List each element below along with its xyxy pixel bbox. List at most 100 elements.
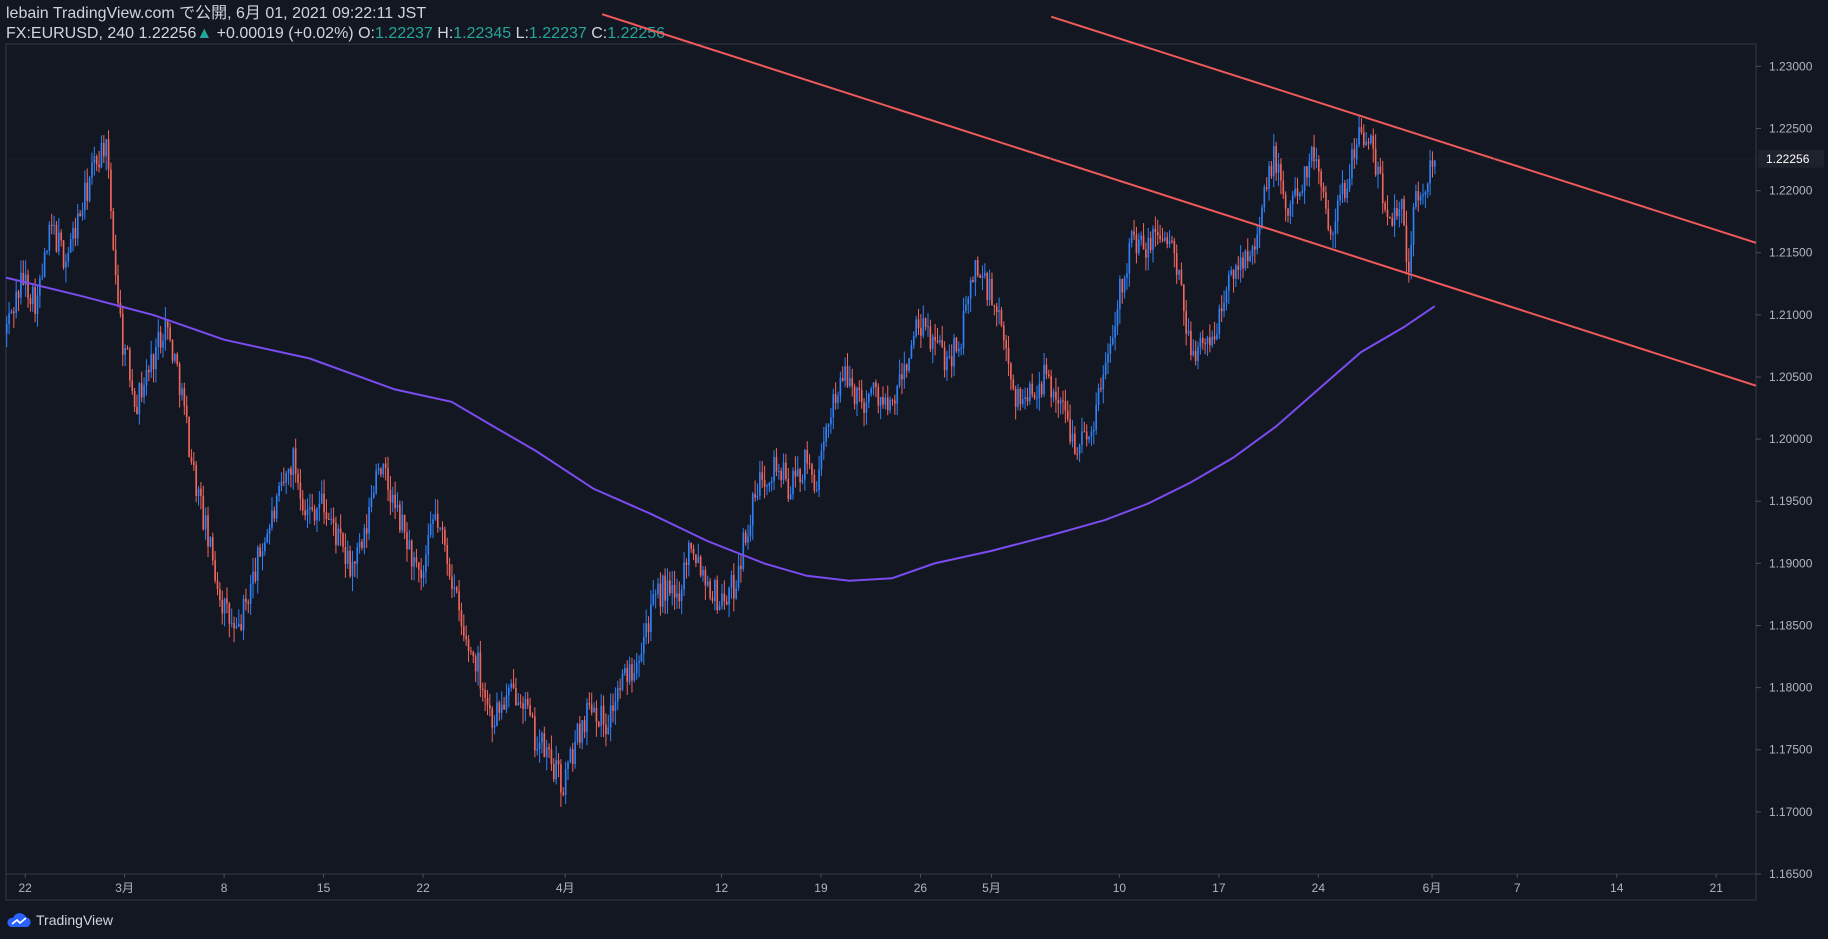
candle-body: [1199, 337, 1202, 347]
candle-body: [410, 540, 413, 567]
price-axis[interactable]: 1.16500 1.17000 1.17500 1.18000 1.18500 1.190…: [6, 59, 1824, 881]
x-tick-label: 6月: [1423, 881, 1442, 895]
x-tick-label: 24: [1312, 881, 1326, 895]
candle-body: [62, 240, 65, 268]
candle-body: [827, 424, 830, 427]
candle-body: [1187, 330, 1190, 334]
candle-body: [1277, 163, 1280, 173]
candle-body: [1282, 180, 1285, 195]
candle-body: [581, 720, 584, 743]
candle-body: [652, 594, 655, 605]
candle-body: [1351, 149, 1353, 179]
candle-body: [391, 494, 394, 503]
candle-body: [579, 723, 581, 743]
candle-body: [519, 702, 522, 704]
candle-body: [1021, 399, 1024, 405]
candle-body: [609, 705, 612, 728]
candle-body: [1121, 279, 1124, 293]
candle-body: [867, 393, 870, 403]
time-axis-border: [5, 873, 1757, 901]
candle-body: [718, 606, 721, 611]
candle-body: [1050, 376, 1052, 398]
time-axis[interactable]: 22 3月 8 15 22 4月 12 19 26 5月 10 17 24 6月 7 14 21: [19, 874, 1724, 895]
candle-body: [969, 279, 972, 299]
candle-body: [522, 703, 524, 709]
candle-body: [1040, 383, 1043, 395]
drawings[interactable]: [5, 13, 1757, 582]
candle-body: [228, 603, 231, 624]
candle-body: [995, 306, 998, 313]
x-tick-label: 7: [1514, 881, 1521, 895]
y-tick-label: 1.20500: [1769, 370, 1813, 384]
candle-body: [571, 749, 574, 764]
candle-body: [467, 639, 470, 651]
candle-body: [590, 704, 593, 713]
candle-body: [69, 239, 72, 253]
tradingview-logo[interactable]: TradingView: [6, 910, 113, 930]
candle-body: [960, 347, 962, 349]
candle-body: [962, 310, 965, 348]
candle-body: [1422, 194, 1424, 197]
candle-body: [1284, 194, 1287, 209]
candle-body: [249, 584, 252, 604]
candle-body: [41, 277, 44, 279]
candle-body: [912, 335, 915, 346]
x-tick-label: 3月: [115, 881, 134, 895]
candle-body: [1159, 235, 1161, 240]
candle-body: [732, 575, 735, 599]
candle-body: [1415, 191, 1417, 207]
candle-body: [1043, 364, 1045, 395]
candle-body: [453, 587, 456, 589]
candle-body: [1071, 433, 1074, 442]
candle-body: [777, 471, 780, 473]
candle-body: [422, 572, 425, 579]
candle-body: [515, 687, 517, 706]
candle-body: [505, 695, 508, 710]
candle-body: [1287, 208, 1289, 216]
candle-body: [242, 598, 245, 630]
candle-body: [1265, 187, 1268, 189]
candle-body: [967, 298, 970, 305]
candle-body: [1142, 235, 1145, 250]
candle-body: [358, 541, 361, 548]
candle-body: [301, 498, 304, 511]
candle-body: [706, 581, 709, 586]
candle-body: [749, 525, 752, 537]
candle-body: [159, 331, 162, 348]
candle-body: [806, 450, 809, 464]
y-tick-label: 1.18000: [1769, 681, 1813, 695]
candle-body: [1370, 135, 1372, 144]
candle-body: [140, 383, 143, 398]
candle-body: [659, 583, 662, 607]
candle-body: [541, 733, 543, 743]
candle-body: [1381, 173, 1384, 204]
symbol-label[interactable]: FX:EURUSD, 240: [6, 25, 135, 42]
candle-body: [470, 650, 472, 652]
candle-body: [1329, 229, 1332, 235]
candle-body: [166, 319, 169, 328]
candle-body: [680, 589, 683, 602]
candle-body: [974, 260, 977, 283]
current-price-tag: [1758, 149, 1824, 168]
candle-body: [775, 456, 778, 472]
candle-body: [129, 349, 131, 381]
candle-body: [863, 402, 865, 413]
candle-body: [1407, 261, 1410, 273]
candle-body: [57, 232, 60, 252]
candle-body: [1002, 325, 1005, 341]
candle-body: [119, 303, 122, 314]
candle-body: [245, 598, 247, 603]
candle-body: [1280, 163, 1282, 181]
upper-channel-line: [1050, 15, 1757, 244]
candle-body: [474, 656, 477, 672]
candle-body: [43, 252, 46, 278]
candle-body: [354, 561, 356, 564]
candle-body: [1007, 348, 1010, 364]
high-value: 1.22345: [453, 25, 512, 42]
candle-body: [815, 489, 818, 491]
candle-body: [1348, 178, 1351, 189]
candle-body: [271, 510, 273, 528]
candle-body: [211, 537, 214, 561]
candle-body: [808, 463, 811, 465]
